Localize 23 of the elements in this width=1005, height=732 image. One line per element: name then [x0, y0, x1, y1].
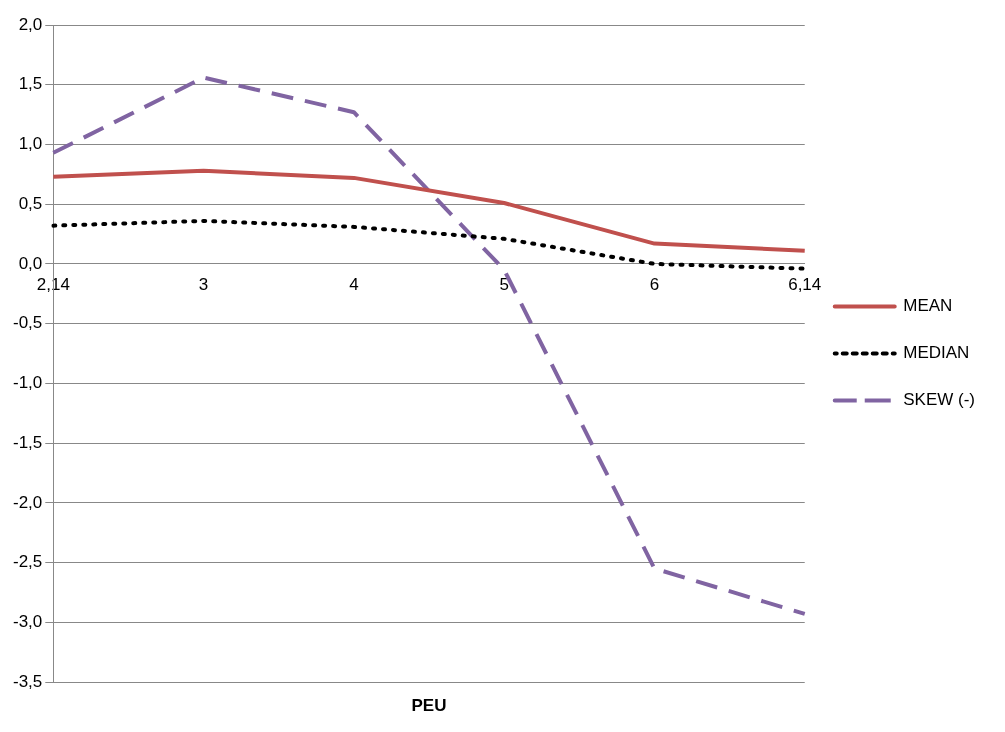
- y-tick-label: 1,0: [18, 134, 43, 154]
- y-tick-label: -2,0: [13, 492, 43, 512]
- legend-label: SKEW (-): [903, 390, 976, 410]
- y-tick-label: 2,0: [18, 14, 43, 34]
- y-tick-label: 0,0: [18, 253, 43, 273]
- legend-label: MEDIAN: [903, 343, 970, 363]
- y-tick-label: -1,5: [13, 432, 43, 452]
- x-tick-label: 6,14: [788, 274, 822, 294]
- y-tick-label: -0,5: [13, 313, 43, 333]
- line-series: [51, 218, 807, 271]
- legend-label: MEAN: [903, 296, 953, 316]
- y-tick-label: 0,5: [18, 193, 43, 213]
- x-tick-label: 2,14: [36, 274, 70, 294]
- x-axis-title: PEU: [411, 695, 447, 715]
- y-tick-label: 1,5: [18, 74, 43, 94]
- x-tick-label: 6: [649, 274, 660, 294]
- x-tick-label: 5: [499, 274, 509, 294]
- y-tick-label: -2,5: [13, 552, 43, 572]
- y-tick-label: -1,0: [13, 373, 43, 393]
- y-tick-label: -3,0: [13, 611, 43, 631]
- x-tick-label: 4: [349, 274, 359, 294]
- x-tick-label: 3: [198, 274, 209, 294]
- y-tick-label: -3,5: [13, 671, 43, 691]
